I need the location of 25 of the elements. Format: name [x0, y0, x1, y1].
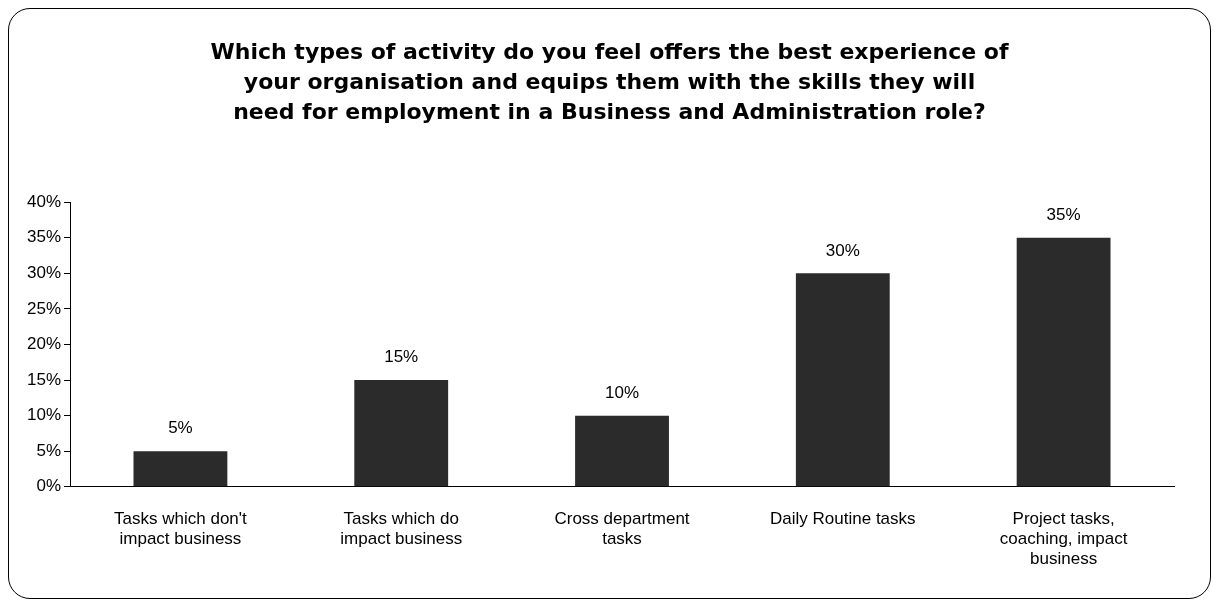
- data-label: 10%: [605, 382, 640, 402]
- y-tick-label: 35%: [26, 227, 62, 247]
- bar: [575, 415, 669, 487]
- data-label: 5%: [168, 418, 193, 438]
- y-tick-label: 0%: [36, 476, 62, 496]
- y-tick-label: 40%: [26, 191, 62, 211]
- data-label: 30%: [825, 240, 860, 260]
- data-label: 35%: [1046, 204, 1081, 224]
- x-tick-label: Daily Routine tasks: [770, 508, 916, 528]
- bar: [1016, 237, 1111, 487]
- data-label: 15%: [384, 347, 419, 367]
- y-tick-label: 5%: [36, 440, 62, 460]
- y-tick-label: 15%: [26, 369, 62, 389]
- bar: [133, 451, 228, 487]
- x-tick-label: Tasks which don't impact business: [114, 508, 248, 549]
- y-tick-label: 25%: [26, 298, 62, 318]
- chart-title: Which types of activity do you feel offers the best experience of your organisation and equips them with the skills they will need for employment in a Business and Administration role?: [209, 38, 1010, 126]
- y-tick-label: 20%: [26, 334, 62, 354]
- bar: [354, 380, 449, 487]
- y-tick-label: 30%: [26, 263, 62, 283]
- y-tick-label: 10%: [26, 405, 62, 425]
- x-tick-label: Tasks which do impact business: [340, 508, 463, 549]
- x-tick-label: Cross department tasks: [554, 508, 690, 549]
- x-tick-label: Project tasks, coaching, impact business: [999, 508, 1128, 569]
- bar: [795, 273, 890, 487]
